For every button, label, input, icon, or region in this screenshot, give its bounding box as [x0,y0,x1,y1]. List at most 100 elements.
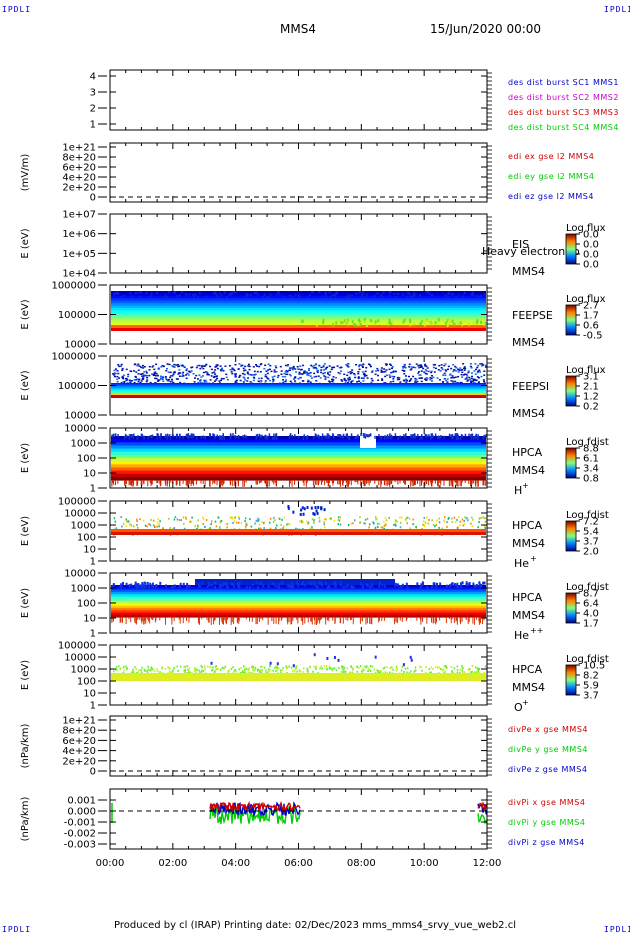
spectrogram-pixel [435,617,437,621]
spectrogram-pixel [404,480,406,485]
spectrogram-pixel [220,377,223,380]
spectrogram-pixel [143,480,145,484]
spectrogram-pixel [212,666,214,669]
spectrogram-pixel [430,371,433,374]
spectrogram-pixel [483,671,485,674]
colorbar-title: Log fdist [566,437,609,448]
spectrogram-pixel [242,381,245,383]
spectrogram-pixel [223,291,226,294]
spectrogram-pixel [394,370,397,373]
spectrogram-pixel [195,436,198,440]
spectrogram-pixel [136,520,138,523]
spectrogram-pixel [330,368,333,371]
spectrogram-pixel [426,291,429,294]
spectrogram-pixel [268,670,270,673]
spectrogram-pixel [218,480,220,483]
spectrogram-pixel [198,585,201,589]
spectrogram-pixel [325,665,328,668]
spectrogram-pixel [231,367,234,370]
spectrogram-pixel [267,584,270,588]
spectrogram-pixel [146,617,148,620]
spectrogram-pixel [341,380,344,382]
spectrogram-pixel [264,480,266,484]
spectrogram-pixel [339,581,342,585]
spectrogram-pixel [478,369,481,371]
spectrogram-pixel [114,372,117,375]
spectrogram-pixel [214,665,217,668]
spectrogram-pixel [290,382,293,384]
spectrogram-pixel [238,521,240,524]
legend-entry: des dist burst SC1 MMS1 [508,78,619,87]
spectrogram-pixel [141,583,144,587]
spectrogram-pixel [152,374,155,376]
spectrogram-pixel [281,375,284,378]
spectrogram-pixel [403,373,406,375]
spectrogram-pixel [321,321,324,325]
spectrogram-pixel [459,585,462,589]
spectrogram-pixel [414,381,417,383]
spectrogram-pixel [170,671,172,674]
spectrogram-pixel [342,665,344,668]
spectrogram-pixel [427,370,430,373]
spectrogram-pixel [403,318,406,322]
spectrogram-pixel [278,617,280,622]
spectrogram-pixel [243,296,246,299]
spectrogram-pixel [371,371,374,373]
spectrogram-pixel [478,521,480,524]
spectrogram-pixel [259,371,262,373]
spectrogram-pixel [134,617,136,622]
spectrogram-pixel [292,365,295,368]
spectrogram-pixel [153,525,156,528]
spectrogram-pixel [385,369,388,371]
spectrogram-pixel [405,433,407,437]
spectrogram-pixel [133,381,136,384]
spectrogram-band [111,303,486,307]
spectrogram-pixel [260,581,263,585]
spectrogram-pixel [457,436,459,440]
y-tick-label: 10 [83,614,96,625]
y-tick-label: 10 [83,689,96,700]
spectrogram-pixel [388,516,390,519]
spectrogram-pixel [461,669,463,672]
spectrogram-pixel [443,516,446,519]
spectrogram-pixel [401,366,404,368]
spectrogram-pixel [220,370,223,372]
spectrogram-pixel [346,322,349,326]
spectrogram-pixel [345,433,348,437]
spectrogram-pixel [151,617,153,620]
spectrogram-pixel [193,381,196,383]
instrument-label: FEEPSI [512,380,549,393]
spectrogram-pixel [212,617,214,625]
spectrogram-pixel [410,368,413,370]
spectrogram-pixel [143,374,146,376]
spectrogram-pixel [228,293,231,296]
spectrogram-pixel [335,321,338,325]
spectrogram-pixel [290,583,293,587]
spectrogram-pixel [288,584,291,588]
spectrogram-pixel [333,480,335,484]
spectrogram-pixel [316,371,319,374]
spectrogram-pixel [140,480,142,486]
y-tick-label: 6e+20 [62,736,96,747]
spectrogram-pixel [425,365,428,368]
spectrogram-pixel [328,480,330,483]
spectrogram-pixel [458,516,460,519]
spectrogram-pixel [437,436,439,440]
spectrogram-pixel [192,296,195,299]
spectrogram-pixel [415,363,418,365]
spectrogram-pixel [383,617,385,621]
spectrogram-pixel [308,665,311,668]
spectrogram-pixel [351,380,354,382]
spectrogram-pixel [362,669,365,672]
spectrogram-pixel [388,363,391,366]
spectrogram-pixel [145,374,148,377]
spectrogram-pixel [380,293,383,296]
spectrogram-pixel [268,480,270,487]
spectrogram-band [111,589,486,593]
spectrogram-pixel [436,519,438,522]
spectrogram-pixel [186,372,189,375]
spectrogram-pixel [255,581,258,585]
spectrogram-pixel [300,582,303,586]
spectrogram-pixel [164,667,167,670]
spectrogram-pixel [459,617,461,623]
